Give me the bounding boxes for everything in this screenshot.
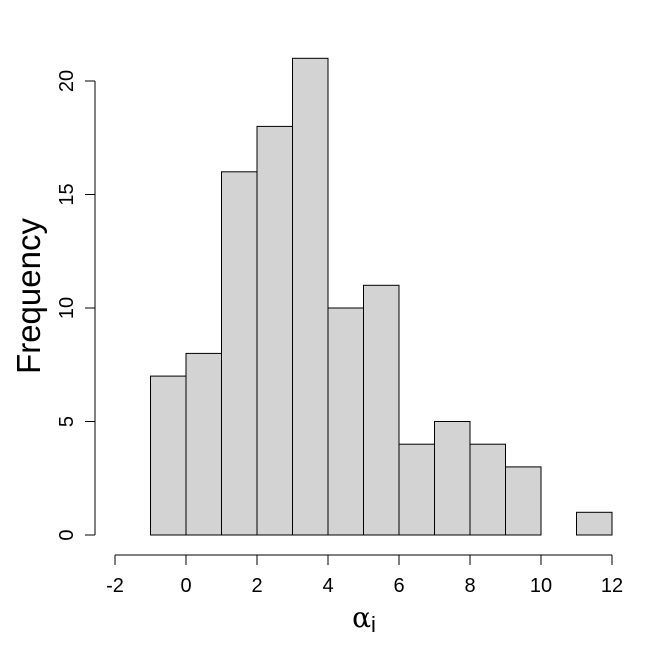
y-axis-title: Frequency: [10, 218, 47, 374]
x-tick-label: 8: [464, 575, 475, 597]
y-tick-label: 15: [56, 183, 78, 205]
histogram-bar: [327, 307, 364, 536]
x-axis: -2 0 2 4 6 8 10 12: [106, 554, 623, 597]
histogram-bar: [434, 421, 471, 536]
histogram-bar: [469, 443, 506, 536]
histogram-bar: [185, 352, 222, 536]
y-tick-label: 5: [56, 416, 78, 427]
x-tick-label: 0: [180, 575, 191, 597]
x-axis-title-symbol: α: [352, 601, 371, 634]
histogram-bar: [292, 57, 329, 536]
histogram-bar: [576, 511, 613, 536]
x-tick-label: 12: [601, 575, 623, 597]
x-tick-label: -2: [106, 575, 124, 597]
x-axis-title-subscript: i: [371, 612, 376, 637]
histogram-bar: [505, 466, 542, 536]
x-axis-title: αi: [352, 601, 376, 637]
y-tick-label: 10: [56, 297, 78, 319]
x-tick-label: 10: [530, 575, 552, 597]
histogram-bar: [363, 284, 400, 536]
x-tick-label: 4: [322, 575, 333, 597]
histogram-bar: [398, 443, 435, 536]
x-tick-label: 2: [251, 575, 262, 597]
x-tick-label: 6: [393, 575, 404, 597]
bars-group: [150, 57, 613, 536]
y-axis: 0 5 10 15 20: [56, 70, 96, 541]
histogram-bar: [256, 125, 293, 536]
histogram-bar: [221, 171, 258, 536]
y-tick-label: 20: [56, 70, 78, 92]
histogram-bar: [150, 375, 187, 536]
y-tick-label: 0: [56, 529, 78, 540]
